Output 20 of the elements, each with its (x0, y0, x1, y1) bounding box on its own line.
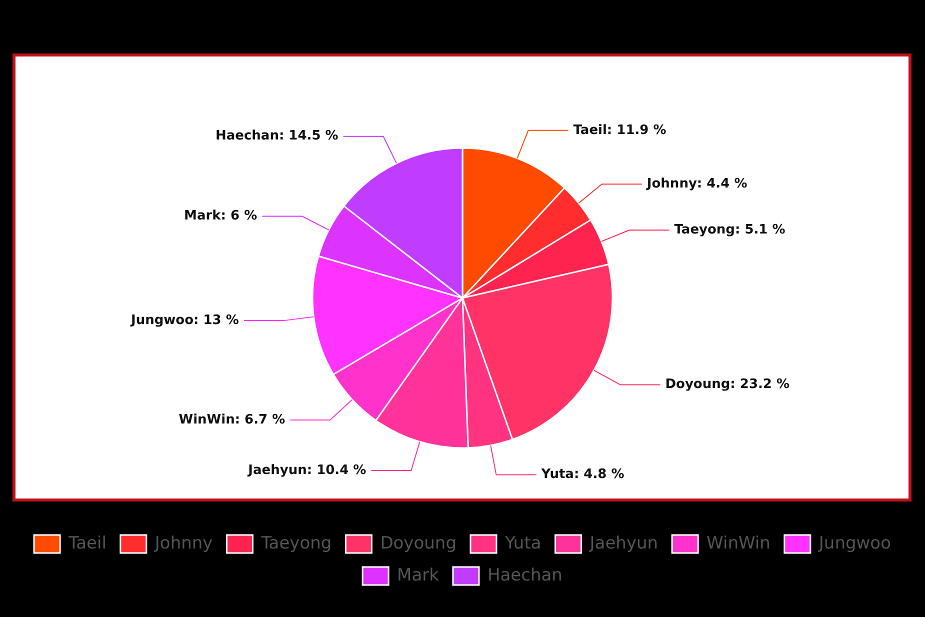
data-label: Doyoung: 23.2 % (665, 377, 790, 392)
data-label: Yuta: 4.8 % (540, 467, 624, 482)
data-label: Taeil: 11.9 % (573, 122, 666, 138)
legend-label: Yuta (504, 533, 542, 554)
legend-label: Haechan (487, 565, 562, 586)
data-label: Jaehyun: 10.4 % (247, 462, 366, 478)
data-label: Taeyong: 5.1 % (674, 222, 786, 238)
data-label: Haechan: 14.5 % (216, 128, 338, 144)
data-label: WinWin: 6.7 % (178, 412, 286, 428)
legend-label: Taeil (68, 533, 106, 554)
data-label: Jungwoo: 13 % (130, 312, 239, 328)
legend-label: Mark (397, 565, 440, 586)
data-label: Mark: 6 % (184, 208, 258, 224)
data-label: Johnny: 4.4 % (646, 176, 748, 192)
legend-label: WinWin (706, 533, 770, 554)
legend-label: Taeyong (260, 533, 332, 554)
legend-label: Jungwoo (818, 533, 891, 554)
legend-label: Jaehyun (588, 533, 658, 554)
legend-label: Doyoung (380, 533, 456, 554)
legend-label: Johnny (154, 533, 213, 554)
